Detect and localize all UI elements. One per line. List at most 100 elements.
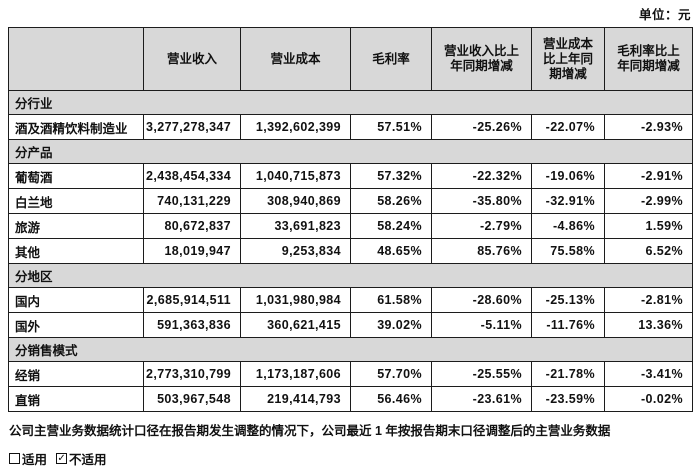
value-cell: 57.32% [350,163,432,189]
value-cell: 360,621,415 [240,312,351,338]
value-cell: 1.59% [604,213,693,239]
value-cell: -23.61% [431,386,532,412]
section-header-label: 分产品 [8,139,693,164]
value-cell: 75.58% [531,238,605,264]
value-cell: 80,672,837 [143,213,241,239]
value-cell: 2,685,914,511 [143,287,241,313]
checkbox-checked-icon: ✓ [56,452,68,464]
table-row: 其他 18,019,947 9,253,834 48.65% 85.76% 75.58% 6… [8,238,693,264]
value-cell: -0.02% [604,386,693,412]
table-row: 旅游 80,672,837 33,691,823 58.24% -2.79% -4.86%… [8,213,693,239]
applicability-options: 适用 ✓ 不适用 [9,449,692,468]
checkbox-unchecked-icon [9,453,20,464]
row-label: 其他 [8,238,144,264]
value-cell: -25.13% [531,287,605,313]
value-cell: 39.02% [350,312,432,338]
option-label: 适用 [22,453,48,467]
table-row: 白兰地 740,131,229 308,940,869 58.26% -35.80% -3… [8,188,693,214]
value-cell: -19.06% [531,163,605,189]
value-cell: -22.32% [431,163,532,189]
table-row: 经销 2,773,310,799 1,173,187,606 57.70% -25.55… [8,361,693,387]
section-header-row: 分销售模式 [8,337,693,362]
row-label: 白兰地 [8,188,144,214]
value-cell: -35.80% [431,188,532,214]
table-body: 分行业 酒及酒精饮料制造业 3,277,278,347 1,392,602,399 57… [8,90,693,412]
value-cell: 13.36% [604,312,693,338]
value-cell: 61.58% [350,287,432,313]
value-cell: -5.11% [431,312,532,338]
value-cell: -28.60% [431,287,532,313]
value-cell: 2,438,454,334 [143,163,241,189]
value-cell: 1,040,715,873 [240,163,351,189]
value-cell: -4.86% [531,213,605,239]
table-row: 酒及酒精饮料制造业 3,277,278,347 1,392,602,399 57.51… [8,114,693,140]
footer-note: 公司主营业务数据统计口径在报告期发生调整的情况下，公司最近 1 年按报告期末口径… [9,424,611,438]
value-cell: 57.70% [350,361,432,387]
row-label: 直销 [8,386,144,412]
value-cell: 219,414,793 [240,386,351,412]
value-cell: -21.78% [531,361,605,387]
row-label: 经销 [8,361,144,387]
col-header-empty [8,27,144,91]
value-cell: 6.52% [604,238,693,264]
row-label: 国外 [8,312,144,338]
value-cell: 3,277,278,347 [143,114,241,140]
value-cell: -2.79% [431,213,532,239]
table-row: 葡萄酒 2,438,454,334 1,040,715,873 57.32% -22.3… [8,163,693,189]
applicability-option: 适用 [9,449,47,468]
value-cell: 58.24% [350,213,432,239]
section-header-row: 分地区 [8,263,693,288]
value-cell: -2.91% [604,163,693,189]
value-cell: 58.26% [350,188,432,214]
section-header-label: 分行业 [8,90,693,115]
value-cell: -25.55% [431,361,532,387]
col-header-operating-cost: 营业成本 [240,27,351,91]
table-header-row: 营业收入 营业成本 毛利率 营业收入比上 年同期增减 营业成本 比上年同 期增减… [8,27,693,91]
main-business-table: 营业收入 营业成本 毛利率 营业收入比上 年同期增减 营业成本 比上年同 期增减… [8,27,693,412]
section-header-label: 分地区 [8,263,693,288]
value-cell: -2.93% [604,114,693,140]
value-cell: -3.41% [604,361,693,387]
value-cell: 740,131,229 [143,188,241,214]
value-cell: 18,019,947 [143,238,241,264]
option-label: 不适用 [69,453,107,467]
value-cell: -2.99% [604,188,693,214]
section-header-row: 分产品 [8,139,693,164]
value-cell: -32.91% [531,188,605,214]
col-header-gross-margin: 毛利率 [350,27,432,91]
value-cell: 56.46% [350,386,432,412]
section-header-label: 分销售模式 [8,337,693,362]
value-cell: 85.76% [431,238,532,264]
applicability-option: ✓ 不适用 [56,449,107,468]
col-header-operating-revenue: 营业收入 [143,27,241,91]
table-row: 国内 2,685,914,511 1,031,980,984 61.58% -28.60… [8,287,693,313]
value-cell: 503,967,548 [143,386,241,412]
value-cell: 33,691,823 [240,213,351,239]
value-cell: -25.26% [431,114,532,140]
value-cell: 48.65% [350,238,432,264]
value-cell: 9,253,834 [240,238,351,264]
value-cell: -23.59% [531,386,605,412]
value-cell: -2.81% [604,287,693,313]
col-header-revenue-yoy-change: 营业收入比上 年同期增减 [431,27,532,91]
row-label: 国内 [8,287,144,313]
row-label: 旅游 [8,213,144,239]
value-cell: 591,363,836 [143,312,241,338]
row-label: 酒及酒精饮料制造业 [8,114,144,140]
value-cell: 1,031,980,984 [240,287,351,313]
value-cell: -11.76% [531,312,605,338]
section-header-row: 分行业 [8,90,693,115]
value-cell: 1,392,602,399 [240,114,351,140]
value-cell: 1,173,187,606 [240,361,351,387]
value-cell: -22.07% [531,114,605,140]
row-label: 葡萄酒 [8,163,144,189]
value-cell: 57.51% [350,114,432,140]
unit-label: 单位：元 [638,8,691,22]
table-row: 国外 591,363,836 360,621,415 39.02% -5.11% -11.… [8,312,693,338]
value-cell: 2,773,310,799 [143,361,241,387]
table-row: 直销 503,967,548 219,414,793 56.46% -23.61% -23… [8,386,693,412]
col-header-margin-yoy-change: 毛利率比上 年同期增减 [604,27,693,91]
col-header-cost-yoy-change: 营业成本 比上年同 期增减 [531,27,605,91]
value-cell: 308,940,869 [240,188,351,214]
